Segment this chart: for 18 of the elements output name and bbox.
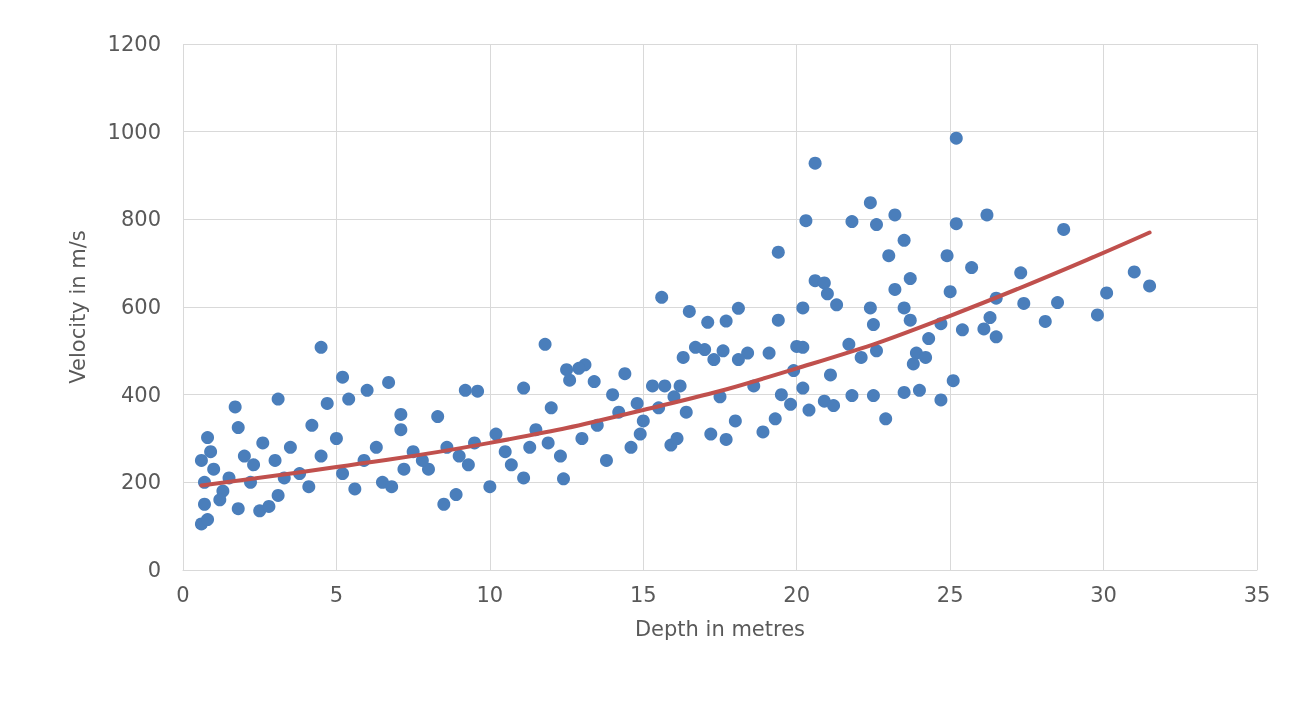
x-tick-label: 25 (936, 582, 964, 607)
y-tick-label: 1200 (107, 32, 161, 56)
y-axis-title: Velocity in m/s (65, 230, 90, 384)
x-tick-label: 30 (1090, 582, 1117, 607)
x-tick-label: 20 (783, 582, 811, 607)
x-tick-label: 35 (1243, 582, 1271, 607)
y-tick-label: 400 (120, 382, 161, 407)
y-tick-label: 1000 (107, 119, 161, 144)
y-tick-label: 0 (147, 558, 161, 582)
x-axis-title: Depth in metres (634, 616, 806, 641)
x-tick-label: 10 (476, 582, 504, 607)
line-series (199, 230, 1152, 488)
y-tick-label: 800 (120, 207, 161, 232)
x-tick-label: 15 (629, 582, 657, 607)
x-tick-label: 0 (176, 582, 190, 607)
y-tick-label: 200 (120, 470, 161, 495)
x-tick-label: 5 (329, 582, 344, 607)
y-tick-label: 600 (120, 295, 161, 319)
